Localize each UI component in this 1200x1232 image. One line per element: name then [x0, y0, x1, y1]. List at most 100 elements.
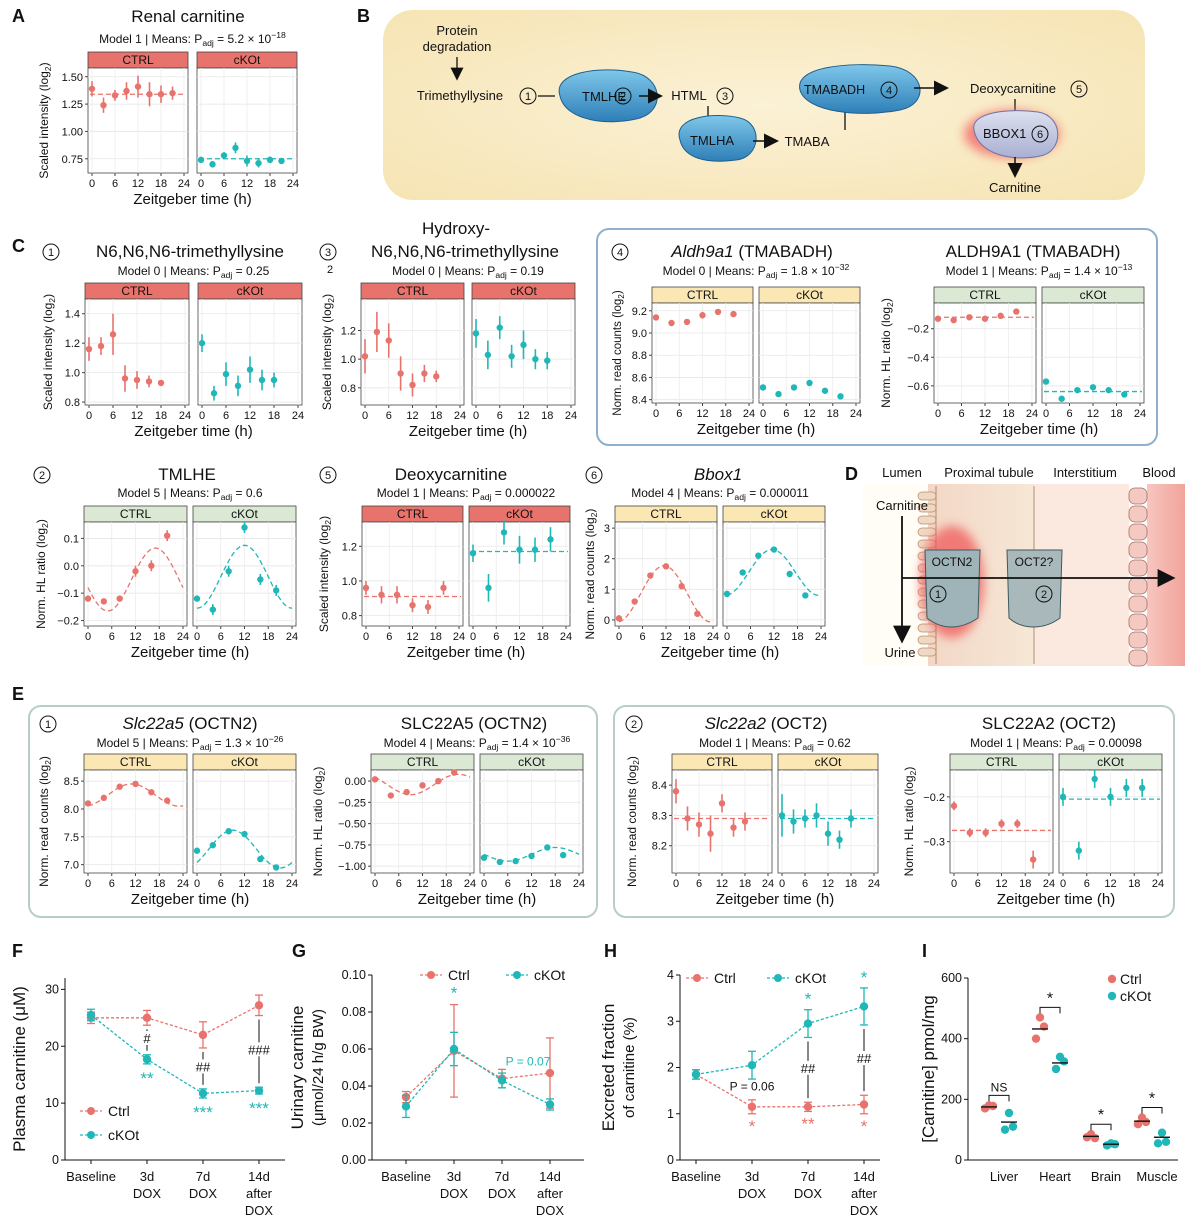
- panel-C5-title: Deoxycarnitine: [395, 465, 507, 484]
- category-label: 14d: [248, 1169, 270, 1184]
- y-tick-label: 8.6: [632, 372, 647, 384]
- circled-number: [319, 466, 337, 484]
- x-tick-label: 6: [676, 408, 682, 420]
- data-point: [1161, 1137, 1171, 1147]
- y-tick-label: 8.3: [652, 810, 667, 822]
- y-axis-label: Norm. HL ratio (log2): [902, 767, 918, 877]
- panel-E2b: CTRL 0 6 12 18 24 cKOt 0 6 12 18 24 −0.3 −0.2 Zeitgebe…: [902, 736, 1164, 908]
- x-tick-label: 0: [362, 410, 368, 422]
- x-tick-label: 12: [132, 178, 144, 190]
- panel-E1a-title: Slc22a5 (OCTN2): [122, 714, 257, 733]
- facet-strip-label: CTRL: [397, 284, 429, 298]
- category-label: 3d: [140, 1169, 154, 1184]
- x-tick-label: 24: [464, 878, 476, 890]
- endothelial-cell: [1128, 523, 1148, 541]
- x-tick-label: 24: [850, 408, 862, 420]
- data-point: [547, 536, 554, 543]
- panel-C5: CTRL 0 6 12 18 24 cKOt 0 6 12 18 24 0.8 1.0 1.2 Zeitgeb…: [317, 486, 572, 661]
- data-point: [132, 568, 139, 575]
- panel-box-C4: [596, 228, 1158, 446]
- x-tick-label: 0: [1060, 878, 1066, 890]
- data-point: [723, 590, 731, 598]
- data-point: [209, 161, 216, 168]
- significance-star: *: [805, 990, 812, 1009]
- x-tick-label: 18: [845, 878, 857, 890]
- data-point: [111, 92, 119, 99]
- x-tick-label: 6: [386, 631, 392, 643]
- y-axis-label: Plasma carnitine (μM): [10, 986, 29, 1152]
- panel-H: H 0 1 2 3 4 Baseline 3d DOX 7d DOX 14d after DOX Excre…: [599, 941, 880, 1218]
- y-tick-label: 0.8: [342, 611, 357, 623]
- y-tick-label: 0.0: [64, 561, 79, 573]
- x-tick-label: 6: [110, 410, 116, 422]
- y-tick-label: 0.1: [64, 533, 79, 545]
- data-point: [806, 379, 813, 387]
- x-tick-label: 0: [760, 408, 766, 420]
- data-point: [232, 144, 239, 152]
- category-label: 3d: [447, 1169, 461, 1184]
- x-tick-label: 12: [406, 410, 418, 422]
- category-label: DOX: [133, 1186, 162, 1201]
- data-point: [469, 550, 477, 557]
- x-tick-label: 0: [89, 178, 95, 190]
- legend-label: cKOt: [108, 1127, 139, 1143]
- data-point: [707, 830, 714, 837]
- data-point: [198, 1030, 208, 1040]
- x-axis-label: Zeitgeber time (h): [131, 644, 249, 661]
- circled-number-label: 2: [39, 470, 45, 482]
- data-point: [496, 858, 504, 866]
- y-tick-label: 0.08: [342, 1005, 366, 1019]
- data-point: [270, 376, 278, 384]
- protein-label: Protein: [436, 23, 477, 38]
- x-tick-label: 12: [517, 410, 529, 422]
- y-tick-label: −0.4: [907, 352, 929, 364]
- circled-number: [614, 87, 632, 105]
- x-tick-label: 18: [541, 410, 553, 422]
- y-tick-label: 8.4: [632, 395, 647, 407]
- data-point: [1157, 1128, 1167, 1137]
- circled-number-label: 6: [591, 470, 597, 482]
- data-point: [241, 524, 248, 531]
- proximal-tubule-label: Proximal tubule: [944, 465, 1034, 480]
- tmaba-label: TMABA: [785, 134, 830, 149]
- facet-strip-label: cKOt: [231, 507, 258, 521]
- series-line: [405, 1048, 551, 1107]
- microvillus: [917, 647, 937, 657]
- x-tick-label: 0: [653, 408, 659, 420]
- x-tick-label: 18: [1128, 878, 1140, 890]
- circled-number: [1070, 80, 1088, 98]
- x-axis-label: Zeitgeber time (h): [131, 891, 249, 908]
- model-stats: Model 5 | Means: Padj = 0.6: [117, 486, 262, 502]
- category-label: 3d: [745, 1169, 759, 1184]
- x-tick-label: 24: [573, 878, 585, 890]
- x-tick-label: 24: [292, 410, 304, 422]
- data-point: [786, 570, 793, 578]
- panel-C6-title: Bbox1: [694, 465, 742, 484]
- data-point: [741, 818, 749, 825]
- data-point: [385, 337, 392, 344]
- significance-hash: ##: [801, 1061, 816, 1076]
- significance-hash: ##: [196, 1059, 211, 1074]
- x-tick-label: 18: [739, 878, 751, 890]
- data-point: [802, 592, 809, 599]
- data-point: [1091, 775, 1098, 783]
- data-point: [435, 777, 442, 785]
- data-point: [545, 1100, 555, 1109]
- data-point: [847, 815, 855, 822]
- circled-number-label: 2: [620, 91, 626, 103]
- data-point: [397, 370, 404, 377]
- data-point: [652, 314, 660, 321]
- data-point: [1013, 308, 1020, 315]
- x-tick-label: 6: [497, 410, 503, 422]
- x-tick-label: 24: [560, 631, 572, 643]
- x-tick-label: 24: [868, 878, 880, 890]
- data-point: [116, 595, 123, 602]
- data-point: [210, 390, 218, 397]
- y-tick-label: 1: [604, 584, 610, 596]
- y-axis-label-line2: of carnitine (%): [621, 1017, 638, 1118]
- microvillus: [917, 527, 937, 537]
- x-tick-label: 6: [696, 878, 702, 890]
- x-axis-label: Zeitgeber time (h): [697, 421, 815, 438]
